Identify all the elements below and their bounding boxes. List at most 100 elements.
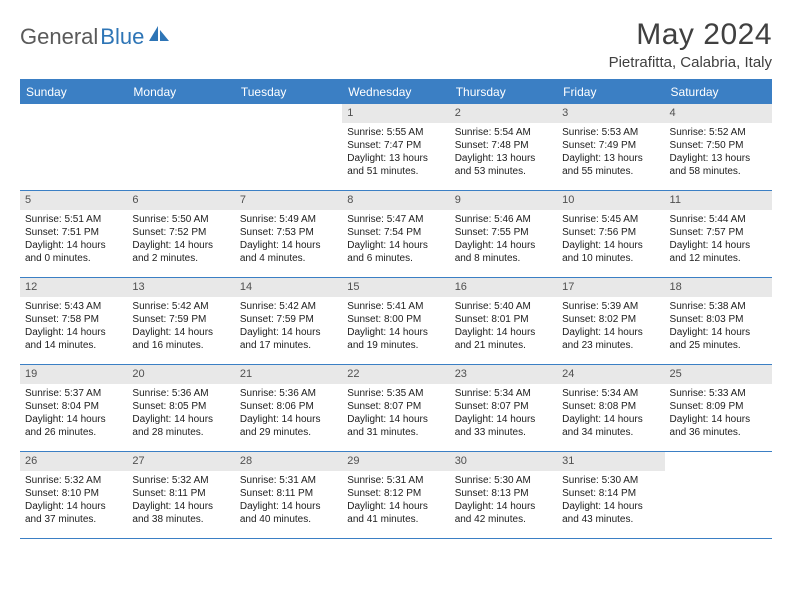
daylight-text: Daylight: 14 hours and 8 minutes.: [455, 239, 552, 265]
sunrise-text: Sunrise: 5:31 AM: [347, 474, 444, 487]
sunrise-text: Sunrise: 5:43 AM: [25, 300, 122, 313]
sunset-text: Sunset: 7:52 PM: [132, 226, 229, 239]
sunset-text: Sunset: 8:06 PM: [240, 400, 337, 413]
day-cell: 17Sunrise: 5:39 AMSunset: 8:02 PMDayligh…: [557, 278, 664, 364]
sunrise-text: Sunrise: 5:34 AM: [455, 387, 552, 400]
sunrise-text: Sunrise: 5:36 AM: [132, 387, 229, 400]
sunset-text: Sunset: 8:08 PM: [562, 400, 659, 413]
header: GeneralBlue May 2024 Pietrafitta, Calabr…: [20, 18, 772, 71]
daylight-text: Daylight: 14 hours and 19 minutes.: [347, 326, 444, 352]
daylight-text: Daylight: 13 hours and 58 minutes.: [670, 152, 767, 178]
sunset-text: Sunset: 8:02 PM: [562, 313, 659, 326]
sunset-text: Sunset: 8:07 PM: [455, 400, 552, 413]
day-number: [665, 452, 772, 457]
day-number: 1: [342, 104, 449, 123]
day-number: 26: [20, 452, 127, 471]
sunset-text: Sunset: 8:10 PM: [25, 487, 122, 500]
day-cell: 11Sunrise: 5:44 AMSunset: 7:57 PMDayligh…: [665, 191, 772, 277]
sunrise-text: Sunrise: 5:31 AM: [240, 474, 337, 487]
day-cell: 20Sunrise: 5:36 AMSunset: 8:05 PMDayligh…: [127, 365, 234, 451]
day-cell: 28Sunrise: 5:31 AMSunset: 8:11 PMDayligh…: [235, 452, 342, 538]
day-number: 24: [557, 365, 664, 384]
logo: GeneralBlue: [20, 18, 171, 50]
day-body: Sunrise: 5:41 AMSunset: 8:00 PMDaylight:…: [342, 297, 449, 356]
day-number: [235, 104, 342, 109]
day-cell: 14 Sunrise: 5:42 AMSunset: 7:59 PMDayligh…: [235, 278, 342, 364]
logo-text-blue: Blue: [100, 24, 144, 50]
day-body: Sunrise: 5:54 AMSunset: 7:48 PMDaylight:…: [450, 123, 557, 182]
page: GeneralBlue May 2024 Pietrafitta, Calabr…: [0, 0, 792, 549]
sunset-text: Sunset: 8:01 PM: [455, 313, 552, 326]
sunset-text: Sunset: 7:48 PM: [455, 139, 552, 152]
sunrise-text: Sunrise: 5:44 AM: [670, 213, 767, 226]
sunrise-text: Sunrise: 5:42 AM: [240, 300, 337, 313]
day-number: 23: [450, 365, 557, 384]
day-cell: 10Sunrise: 5:45 AMSunset: 7:56 PMDayligh…: [557, 191, 664, 277]
day-cell: 9Sunrise: 5:46 AMSunset: 7:55 PMDaylight…: [450, 191, 557, 277]
sunset-text: Sunset: 7:54 PM: [347, 226, 444, 239]
day-number: 2: [450, 104, 557, 123]
sunrise-text: Sunrise: 5:54 AM: [455, 126, 552, 139]
day-number: 15: [342, 278, 449, 297]
day-cell: [20, 104, 127, 190]
day-number: 11: [665, 191, 772, 210]
sunset-text: Sunset: 7:47 PM: [347, 139, 444, 152]
day-body: Sunrise: 5:36 AMSunset: 8:06 PMDaylight:…: [235, 384, 342, 443]
sunset-text: Sunset: 8:11 PM: [132, 487, 229, 500]
sunset-text: Sunset: 7:51 PM: [25, 226, 122, 239]
sunset-text: Sunset: 7:53 PM: [240, 226, 337, 239]
day-cell: 23 Sunrise: 5:34 AMSunset: 8:07 PMDayligh…: [450, 365, 557, 451]
day-number: [127, 104, 234, 109]
day-cell: 27Sunrise: 5:32 AMSunset: 8:11 PMDayligh…: [127, 452, 234, 538]
day-body: Sunrise: 5:53 AMSunset: 7:49 PMDaylight:…: [557, 123, 664, 182]
week-row: 1Sunrise: 5:55 AMSunset: 7:47 PMDaylight…: [20, 104, 772, 191]
sunrise-text: Sunrise: 5:33 AM: [670, 387, 767, 400]
location: Pietrafitta, Calabria, Italy: [609, 54, 772, 71]
day-cell: 6Sunrise: 5:50 AMSunset: 7:52 PMDaylight…: [127, 191, 234, 277]
sunset-text: Sunset: 7:59 PM: [240, 313, 337, 326]
day-cell: 31Sunrise: 5:30 AMSunset: 8:14 PMDayligh…: [557, 452, 664, 538]
sunrise-text: Sunrise: 5:39 AM: [562, 300, 659, 313]
sunrise-text: Sunrise: 5:42 AM: [132, 300, 229, 313]
day-body: Sunrise: 5:43 AMSunset: 7:58 PMDaylight:…: [20, 297, 127, 356]
weekday-mon: Monday: [127, 81, 234, 104]
weekday-fri: Friday: [557, 81, 664, 104]
daylight-text: Daylight: 14 hours and 21 minutes.: [455, 326, 552, 352]
weekday-row: Sunday Monday Tuesday Wednesday Thursday…: [20, 81, 772, 104]
day-number: 30: [450, 452, 557, 471]
day-body: Sunrise: 5:32 AMSunset: 8:11 PMDaylight:…: [127, 471, 234, 530]
sunset-text: Sunset: 8:04 PM: [25, 400, 122, 413]
sunrise-text: Sunrise: 5:37 AM: [25, 387, 122, 400]
daylight-text: Daylight: 14 hours and 38 minutes.: [132, 500, 229, 526]
daylight-text: Daylight: 14 hours and 33 minutes.: [455, 413, 552, 439]
day-body: Sunrise: 5:31 AMSunset: 8:11 PMDaylight:…: [235, 471, 342, 530]
daylight-text: Daylight: 14 hours and 29 minutes.: [240, 413, 337, 439]
day-cell: 2Sunrise: 5:54 AMSunset: 7:48 PMDaylight…: [450, 104, 557, 190]
day-body: Sunrise: 5:33 AMSunset: 8:09 PMDaylight:…: [665, 384, 772, 443]
day-cell: 22Sunrise: 5:35 AMSunset: 8:07 PMDayligh…: [342, 365, 449, 451]
day-number: 14: [235, 278, 342, 297]
day-body: Sunrise: 5:34 AMSunset: 8:08 PMDaylight:…: [557, 384, 664, 443]
daylight-text: Daylight: 14 hours and 42 minutes.: [455, 500, 552, 526]
day-number: [20, 104, 127, 109]
sunset-text: Sunset: 8:14 PM: [562, 487, 659, 500]
day-number: 25: [665, 365, 772, 384]
day-cell: 29Sunrise: 5:31 AMSunset: 8:12 PMDayligh…: [342, 452, 449, 538]
day-body: Sunrise: 5:31 AMSunset: 8:12 PMDaylight:…: [342, 471, 449, 530]
sunset-text: Sunset: 8:11 PM: [240, 487, 337, 500]
week-row: 26Sunrise: 5:32 AMSunset: 8:10 PMDayligh…: [20, 452, 772, 539]
sunrise-text: Sunrise: 5:35 AM: [347, 387, 444, 400]
month-title: May 2024: [609, 18, 772, 52]
daylight-text: Daylight: 14 hours and 26 minutes.: [25, 413, 122, 439]
sunset-text: Sunset: 7:50 PM: [670, 139, 767, 152]
day-number: 7: [235, 191, 342, 210]
daylight-text: Daylight: 14 hours and 28 minutes.: [132, 413, 229, 439]
day-cell: 26Sunrise: 5:32 AMSunset: 8:10 PMDayligh…: [20, 452, 127, 538]
daylight-text: Daylight: 14 hours and 0 minutes.: [25, 239, 122, 265]
daylight-text: Daylight: 14 hours and 17 minutes.: [240, 326, 337, 352]
day-cell: 13Sunrise: 5:42 AMSunset: 7:59 PMDayligh…: [127, 278, 234, 364]
day-cell: 16Sunrise: 5:40 AMSunset: 8:01 PMDayligh…: [450, 278, 557, 364]
daylight-text: Daylight: 14 hours and 23 minutes.: [562, 326, 659, 352]
day-cell: 30Sunrise: 5:30 AMSunset: 8:13 PMDayligh…: [450, 452, 557, 538]
sunrise-text: Sunrise: 5:46 AM: [455, 213, 552, 226]
